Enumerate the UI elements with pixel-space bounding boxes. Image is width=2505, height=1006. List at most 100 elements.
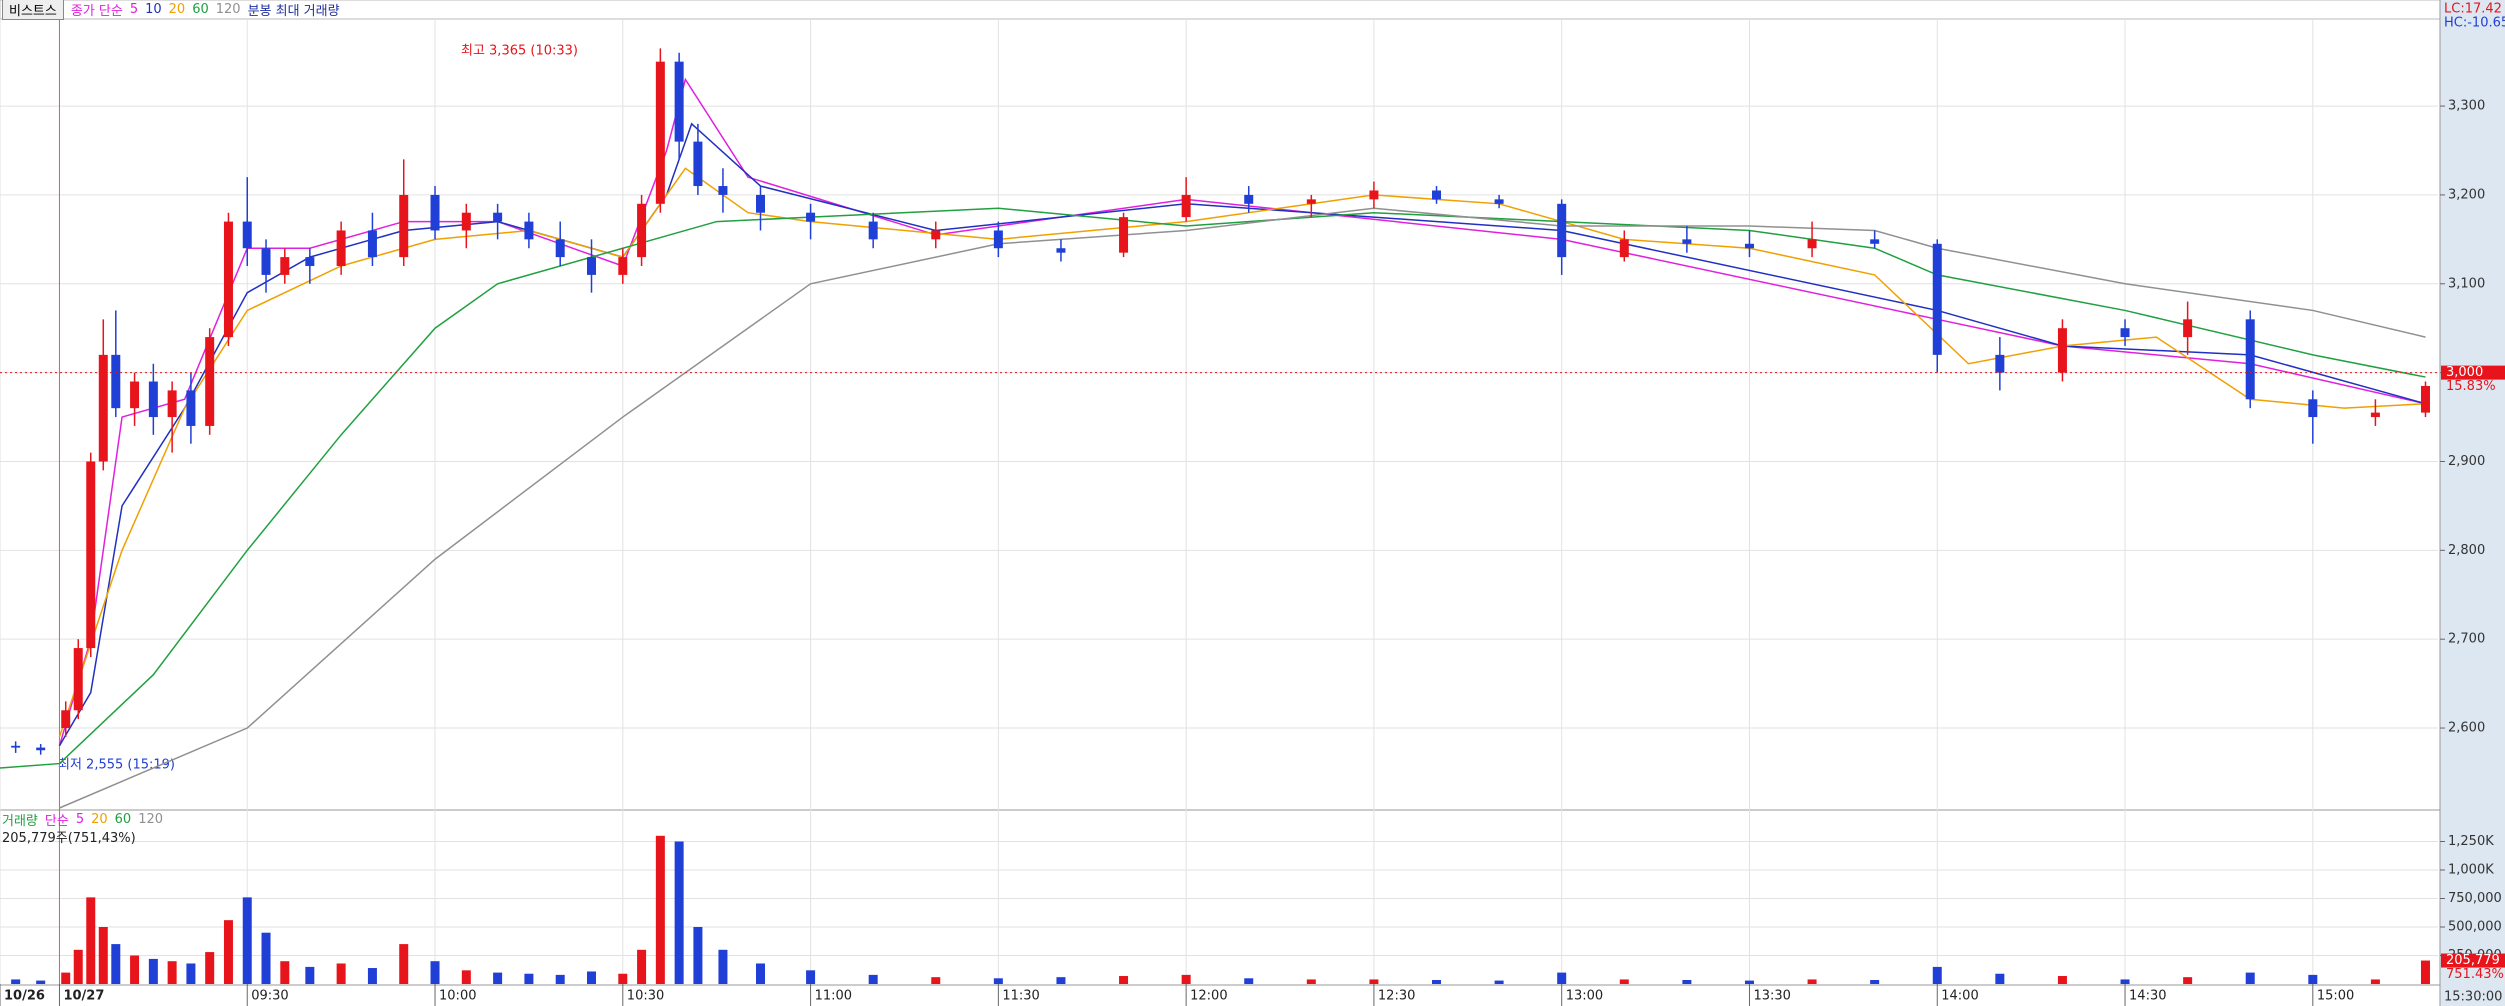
candle-body	[1119, 217, 1129, 253]
y-tick-label: 1,250K	[2448, 834, 2494, 849]
volume-bar	[1557, 972, 1567, 984]
volume-bar	[11, 979, 21, 984]
candle-body	[1619, 239, 1629, 258]
volume-bar	[430, 961, 440, 984]
volume-bar	[674, 841, 684, 984]
candle-body	[1932, 243, 1942, 355]
x-tick-label: 10:30	[627, 989, 664, 1004]
volume-bar	[655, 835, 665, 984]
candle-body	[11, 745, 21, 748]
candle-body	[655, 61, 665, 204]
volume-bar	[148, 958, 158, 984]
y-tick-label: 3,100	[2448, 276, 2485, 291]
volume-bar	[205, 952, 215, 984]
volume-bar	[1870, 980, 1880, 984]
volume-bar	[1932, 966, 1942, 984]
volume-bar	[693, 927, 703, 984]
x-tick-label: 12:30	[1378, 989, 1415, 1004]
candle-body	[186, 390, 196, 426]
candle-body	[1870, 239, 1880, 244]
x-tick-label: 11:00	[815, 989, 852, 1004]
volume-ma-label: 단순	[44, 813, 69, 829]
volume-bar	[718, 949, 728, 984]
volume-bar	[223, 920, 233, 984]
candle-body	[1432, 190, 1442, 200]
candle-body	[637, 203, 647, 258]
volume-bar	[261, 932, 271, 984]
volume-bar	[461, 970, 471, 984]
candle-body	[167, 390, 177, 418]
candle-body	[931, 230, 941, 240]
x-tick-label: 14:00	[1941, 989, 1978, 1004]
ma-legend: 5 10 20 60 120	[130, 2, 241, 17]
volume-bar	[61, 972, 71, 984]
y-tick-label: 3,300	[2448, 99, 2485, 114]
y-tick-label: 500,000	[2448, 920, 2502, 935]
candle-body	[73, 648, 83, 711]
candle-body	[806, 212, 816, 222]
y-tick-label: 3,200	[2448, 187, 2485, 202]
candle-body	[1056, 248, 1066, 253]
legend-item: 60	[114, 811, 132, 827]
volume-bar	[98, 927, 108, 984]
candle-body	[1494, 199, 1504, 204]
volume-bar	[73, 949, 83, 984]
candle-body	[493, 212, 503, 222]
volume-bar	[186, 963, 196, 984]
volume-bar	[2308, 974, 2318, 984]
volume-bar	[1056, 977, 1066, 984]
legend-item: 20	[168, 2, 186, 17]
candle-body	[430, 194, 440, 231]
volume-ma-legend: 5 20 60 120	[76, 812, 163, 827]
legend-item: 20	[91, 811, 108, 827]
candle-body	[61, 710, 71, 729]
volume-bar	[2057, 976, 2067, 984]
price-change: 15.83%	[2446, 379, 2496, 394]
candle-body	[1557, 203, 1567, 258]
volume-bar	[130, 955, 140, 984]
low-annotation: 최저 2,555 (15:19)	[58, 758, 175, 773]
tab[interactable]: 비스트스	[2, 0, 64, 20]
volume-bar	[111, 944, 121, 984]
x-tick-label: 11:30	[1002, 989, 1039, 1004]
legend-item: 5	[75, 811, 85, 827]
candle-body	[280, 257, 290, 275]
volume-bar	[524, 973, 534, 984]
candle-body	[2120, 328, 2130, 338]
volume-bar	[555, 974, 565, 984]
x-tick-label: 10/27	[63, 989, 104, 1004]
candle-body	[399, 194, 409, 258]
volume-bar	[587, 971, 597, 984]
max-volume-label: 분봉 최대 거래량	[247, 4, 340, 19]
volume-box	[2441, 953, 2505, 968]
top-bar	[0, 0, 2441, 20]
volume-bar	[993, 978, 1003, 984]
candle-body	[223, 221, 233, 338]
candle-body	[555, 239, 565, 258]
volume-bar	[2183, 977, 2193, 984]
x-tick-label: 13:30	[1753, 989, 1790, 1004]
volume-bar	[1181, 974, 1191, 984]
lc-label: LC:17.42	[2444, 2, 2502, 17]
ma-line	[58, 122, 2426, 747]
volume-last-change: 751.43%	[2446, 967, 2504, 982]
legend-item: 120	[138, 811, 164, 827]
volume-bar	[1744, 980, 1754, 984]
candle-body	[148, 381, 158, 418]
price-legend: 비스트스 종가 단순 5 10 20 60 120 분봉 최대 거래량	[2, 0, 340, 20]
y-tick-label: 2,700	[2448, 632, 2485, 647]
volume-bar	[1807, 979, 1817, 984]
hc-label: HC:-10.65	[2444, 16, 2505, 31]
volume-bar	[1494, 980, 1504, 984]
volume-bar	[868, 974, 878, 984]
ma-line	[58, 77, 2426, 747]
volume-bar	[86, 897, 96, 984]
volume-bar	[1369, 979, 1379, 984]
candle-body	[242, 221, 252, 249]
volume-bar	[2120, 979, 2130, 984]
volume-bar	[367, 968, 377, 984]
ma-line	[0, 207, 2426, 769]
y-tick-label: 750,000	[2448, 891, 2502, 906]
candle-body	[993, 230, 1003, 249]
